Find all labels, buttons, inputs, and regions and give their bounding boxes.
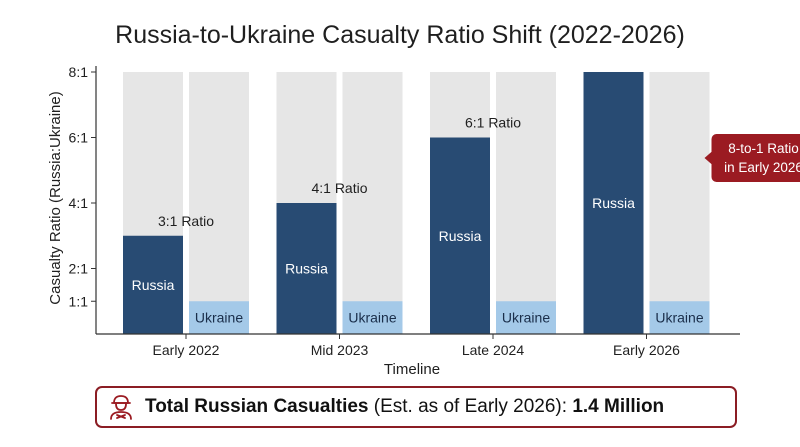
bar-label-russia-mid-2023: Russia [285, 261, 328, 277]
footer-qualifier: (Est. as of Early 2026): [368, 396, 573, 417]
x-tick-label-early-2026: Early 2026 [613, 342, 680, 358]
bars-layer: Russia Ukraine 3:1 Ratio Russia Ukraine 4:1 R… [123, 72, 800, 334]
callout-pointer [704, 151, 713, 165]
bar-background-ukraine-early-2026 [649, 72, 710, 334]
footer-value: 1.4 Million [572, 396, 665, 417]
bar-russia-early-2026 [583, 72, 644, 334]
y-axis-label: Casualty Ratio (Russia:Ukraine) [47, 91, 64, 304]
bar-label-ukraine-mid-2023: Ukraine [348, 310, 396, 326]
x-axis-label: Timeline [384, 361, 440, 378]
bar-russia-early-2022 [123, 235, 183, 334]
bar-ukraine-mid-2023 [342, 301, 403, 334]
callout-line-2: in Early 2026 [724, 160, 800, 175]
total-casualties-banner: Total Russian Casualties (Est. as of Ear… [95, 386, 737, 428]
bar-background-ukraine-late-2024 [496, 72, 556, 334]
bar-ukraine-late-2024 [496, 301, 556, 334]
bar-ukraine-early-2026 [649, 301, 710, 334]
ratio-label-late-2024: 6:1 Ratio [465, 115, 521, 131]
y-tick-label-8-to-1: 8:1 [69, 64, 89, 80]
y-tick-label-1-to-1: 1:1 [69, 293, 89, 309]
bar-label-ukraine-early-2026: Ukraine [655, 310, 703, 326]
x-tick-label-early-2022: Early 2022 [153, 342, 220, 358]
ratio-label-mid-2023: 4:1 Ratio [311, 180, 367, 196]
bar-label-ukraine-late-2024: Ukraine [502, 310, 550, 326]
bar-label-ukraine-early-2022: Ukraine [195, 310, 243, 326]
footer-bold-label: Total Russian Casualties [145, 396, 369, 417]
y-tick-label-6-to-1: 6:1 [69, 130, 89, 146]
soldier-casualty-icon [110, 395, 132, 420]
bar-background-ukraine-early-2022 [189, 72, 249, 334]
y-tick-label-4-to-1: 4:1 [69, 195, 89, 211]
ratio-label-early-2022: 3:1 Ratio [158, 213, 214, 229]
bar-label-russia-late-2024: Russia [439, 228, 482, 244]
callout-box [711, 134, 800, 182]
x-tick-label-late-2024: Late 2024 [462, 342, 524, 358]
y-tick-label-2-to-1: 2:1 [69, 261, 89, 277]
x-tick-label-mid-2023: Mid 2023 [311, 342, 369, 358]
axes-layer: Early 2022 Mid 2023 Late 2024 Early 2026 1:1… [69, 64, 740, 358]
total-casualties-text: Total Russian Casualties (Est. as of Ear… [145, 396, 664, 418]
bar-ukraine-early-2022 [189, 301, 249, 334]
bar-label-russia-early-2022: Russia [132, 277, 175, 293]
ratio-callout: 8-to-1 Ratio in Early 2026 [704, 134, 800, 182]
bar-russia-mid-2023 [276, 203, 337, 334]
bar-label-russia-early-2026: Russia [592, 195, 635, 211]
chart-title: Russia-to-Ukraine Casualty Ratio Shift (… [115, 21, 685, 49]
callout-line-1: 8-to-1 Ratio [728, 141, 799, 156]
bar-russia-late-2024 [430, 137, 490, 334]
bar-background-ukraine-mid-2023 [342, 72, 403, 334]
